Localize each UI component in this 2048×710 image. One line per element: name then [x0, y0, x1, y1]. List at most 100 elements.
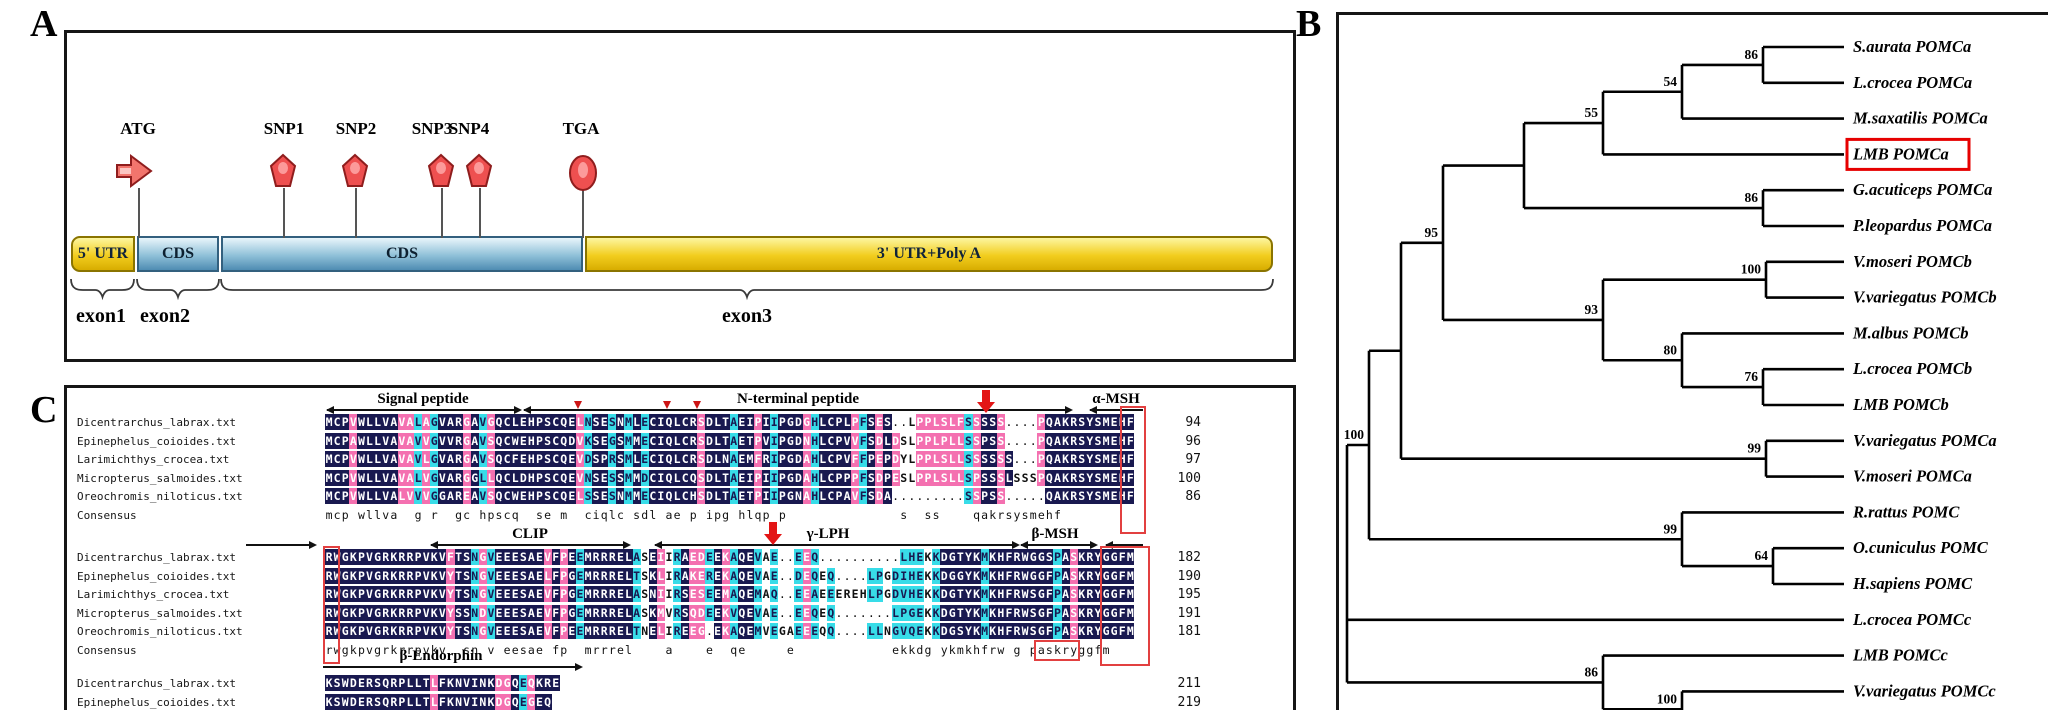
residue-cell: R	[1012, 549, 1022, 565]
residue-cell: A	[729, 414, 738, 430]
residue-cell: A	[470, 432, 479, 449]
residue-cell: S	[1069, 567, 1078, 584]
bootstrap-value: 54	[1664, 74, 1678, 89]
residue-cell: A	[446, 469, 455, 486]
residue-cell: G	[341, 604, 350, 621]
taxon-label: V.moseri POMCa	[1853, 467, 1972, 486]
residue-cell: P	[923, 432, 933, 449]
residue-cell: Y	[1093, 567, 1102, 584]
residue-cell: Q	[381, 693, 390, 710]
residue-cell: R	[592, 604, 601, 621]
residue-cell: S	[592, 469, 601, 486]
residue-cell: L	[908, 415, 916, 429]
residue-cell: L	[365, 451, 374, 468]
residue-cell: A	[632, 604, 641, 621]
residue-cell: K	[1061, 488, 1070, 505]
residue-cell: W	[1021, 567, 1030, 584]
residue-cell: G	[948, 549, 957, 565]
exon-label-exon3: exon3	[722, 305, 772, 327]
residue-cell: I	[762, 414, 771, 430]
residue-cell: Q	[1045, 488, 1054, 505]
residue-cell: G	[1102, 604, 1111, 621]
residue-cell: S	[462, 586, 471, 603]
sequence-name: Larimichthys_crocea.txt	[77, 453, 230, 467]
residue-cell: E	[503, 549, 512, 565]
residue-cell: E	[648, 623, 657, 640]
residue-cell	[641, 642, 649, 658]
residue-cell: .	[1029, 433, 1037, 448]
residue-cell: V	[349, 488, 358, 505]
residue-cell: p	[487, 508, 495, 522]
residue-cell: H	[527, 414, 536, 430]
residue-cell	[867, 507, 875, 523]
residue-cell: .	[778, 605, 786, 620]
arrowhead-right-icon	[1065, 406, 1073, 414]
residue-cell: Q	[737, 549, 746, 565]
residue-cell: A	[632, 549, 641, 565]
residue-cell: S	[972, 432, 981, 449]
residue-cell: M	[980, 586, 989, 603]
residue-cell: P	[834, 432, 843, 449]
residue-cell: L	[414, 469, 423, 486]
residue-cell: D	[875, 488, 884, 505]
residue-cell: R	[592, 586, 601, 603]
gene-segment-cds: CDS	[137, 236, 219, 272]
residue-cell: A	[729, 469, 738, 486]
row-position-number: 96	[1185, 433, 1201, 449]
residue-cell: M	[1126, 604, 1135, 621]
residue-cell: E	[810, 623, 819, 640]
residue-cell: G	[486, 414, 495, 430]
residue-cell: E	[745, 604, 754, 621]
residue-cell: P	[778, 432, 787, 449]
residue-cell: Q	[826, 604, 835, 621]
residue-cell: S	[1004, 451, 1013, 468]
residue-cell: P	[1037, 414, 1046, 430]
residue-cell: h	[973, 643, 981, 657]
residue-cell: F	[1004, 567, 1013, 584]
residue-cell	[446, 507, 454, 523]
residue-cell: Q	[494, 414, 504, 430]
residue-cell: K	[648, 567, 657, 584]
residue-cell: R	[405, 623, 415, 640]
residue-cell: .	[1037, 489, 1045, 504]
residue-cell: S	[1077, 488, 1086, 505]
residue-cell: V	[478, 488, 487, 505]
residue-cell: S	[1077, 432, 1086, 449]
residue-cell	[657, 507, 665, 523]
conserved-motif-highlight-box	[1120, 406, 1146, 534]
residue-cell: V	[381, 469, 390, 486]
residue-cell: V	[543, 623, 552, 640]
residue-cell: S	[940, 451, 949, 468]
residue-cell: G	[470, 469, 479, 486]
residue-cell: L	[867, 586, 876, 603]
residue-cell: P	[834, 414, 843, 430]
residue-cell: S	[608, 414, 617, 430]
residue-cell: d	[641, 508, 649, 522]
residue-cell: F	[446, 549, 455, 565]
residue-cell: L	[430, 675, 439, 691]
conserved-motif-highlight-box	[323, 546, 340, 664]
residue-cell: A	[389, 451, 398, 468]
residue-cell: F	[1045, 567, 1054, 584]
residue-cell: W	[511, 488, 520, 505]
residue-cell: Q	[559, 488, 568, 505]
residue-cell: S	[697, 432, 706, 449]
taxon-label: L.crocea POMCa	[1852, 73, 1972, 92]
residue-cell: K	[486, 693, 495, 710]
residue-cell: F	[1045, 623, 1054, 640]
residue-cell: E	[713, 623, 722, 640]
residue-cell: V	[381, 488, 390, 505]
residue-cell: C	[826, 469, 835, 486]
residue-cell	[827, 507, 835, 523]
residue-cell: K	[932, 586, 941, 603]
residue-cell: S	[1029, 470, 1037, 485]
cleavage-site-arrow-icon	[977, 390, 995, 413]
residue-cell: K	[430, 586, 439, 603]
residue-cell	[851, 507, 859, 523]
residue-cell: L	[932, 451, 941, 468]
residue-cell: L	[624, 604, 633, 621]
residue-cell: D	[705, 469, 714, 486]
residue-cell: L	[948, 414, 957, 430]
